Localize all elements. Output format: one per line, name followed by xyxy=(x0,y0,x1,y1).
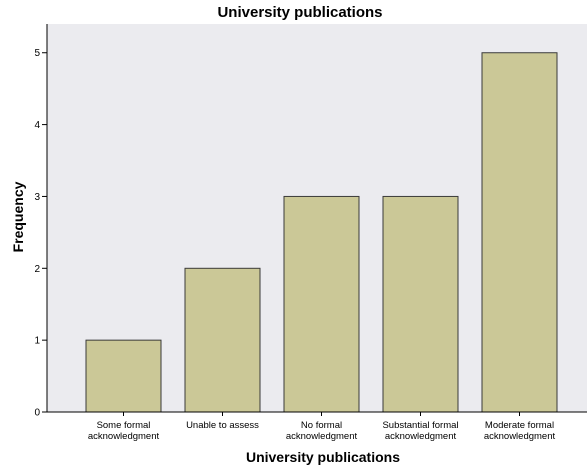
x-tick-label-3: Substantial formal acknowledgment xyxy=(382,420,458,442)
x-tick-label-1: Unable to assess xyxy=(186,420,259,431)
y-tick-label-4: 4 xyxy=(34,120,40,131)
x-tick-label-2: No formal acknowledgment xyxy=(286,420,358,442)
bars-group xyxy=(85,52,558,413)
x-tick-label-3-line-0: Substantial formal xyxy=(382,420,458,431)
bar-1 xyxy=(184,267,261,413)
bar-4 xyxy=(481,52,558,413)
bar-0 xyxy=(85,339,162,413)
y-tick-label-5: 5 xyxy=(34,48,40,59)
x-tick-label-3-line-1: acknowledgment xyxy=(385,431,457,442)
x-tick-label-2-line-1: acknowledgment xyxy=(286,431,358,442)
x-axis-label: University publications xyxy=(246,449,400,465)
y-tick-label-3: 3 xyxy=(34,192,40,203)
x-tick-label-4-line-0: Moderate formal xyxy=(485,420,554,431)
bar-3 xyxy=(382,195,459,413)
bar-2 xyxy=(283,195,360,413)
x-tick-label-0: Some formal acknowledgment xyxy=(88,420,160,442)
x-tick-label-4: Moderate formal acknowledgment xyxy=(484,420,556,442)
x-tick-label-0-line-0: Some formal xyxy=(97,420,151,431)
x-tick-label-4-line-1: acknowledgment xyxy=(484,431,556,442)
x-tick-label-0-line-1: acknowledgment xyxy=(88,431,160,442)
x-tick-label-1-line-0: Unable to assess xyxy=(186,420,259,431)
y-tick-label-0: 0 xyxy=(34,408,40,419)
x-tick-label-2-line-0: No formal xyxy=(301,420,342,431)
y-axis-label: Frequency xyxy=(10,181,26,252)
y-tick-label-1: 1 xyxy=(34,336,40,347)
y-axis: 0 1 2 3 4 5 xyxy=(34,24,48,419)
chart-title: University publications xyxy=(217,4,382,21)
y-tick-label-2: 2 xyxy=(34,264,40,275)
